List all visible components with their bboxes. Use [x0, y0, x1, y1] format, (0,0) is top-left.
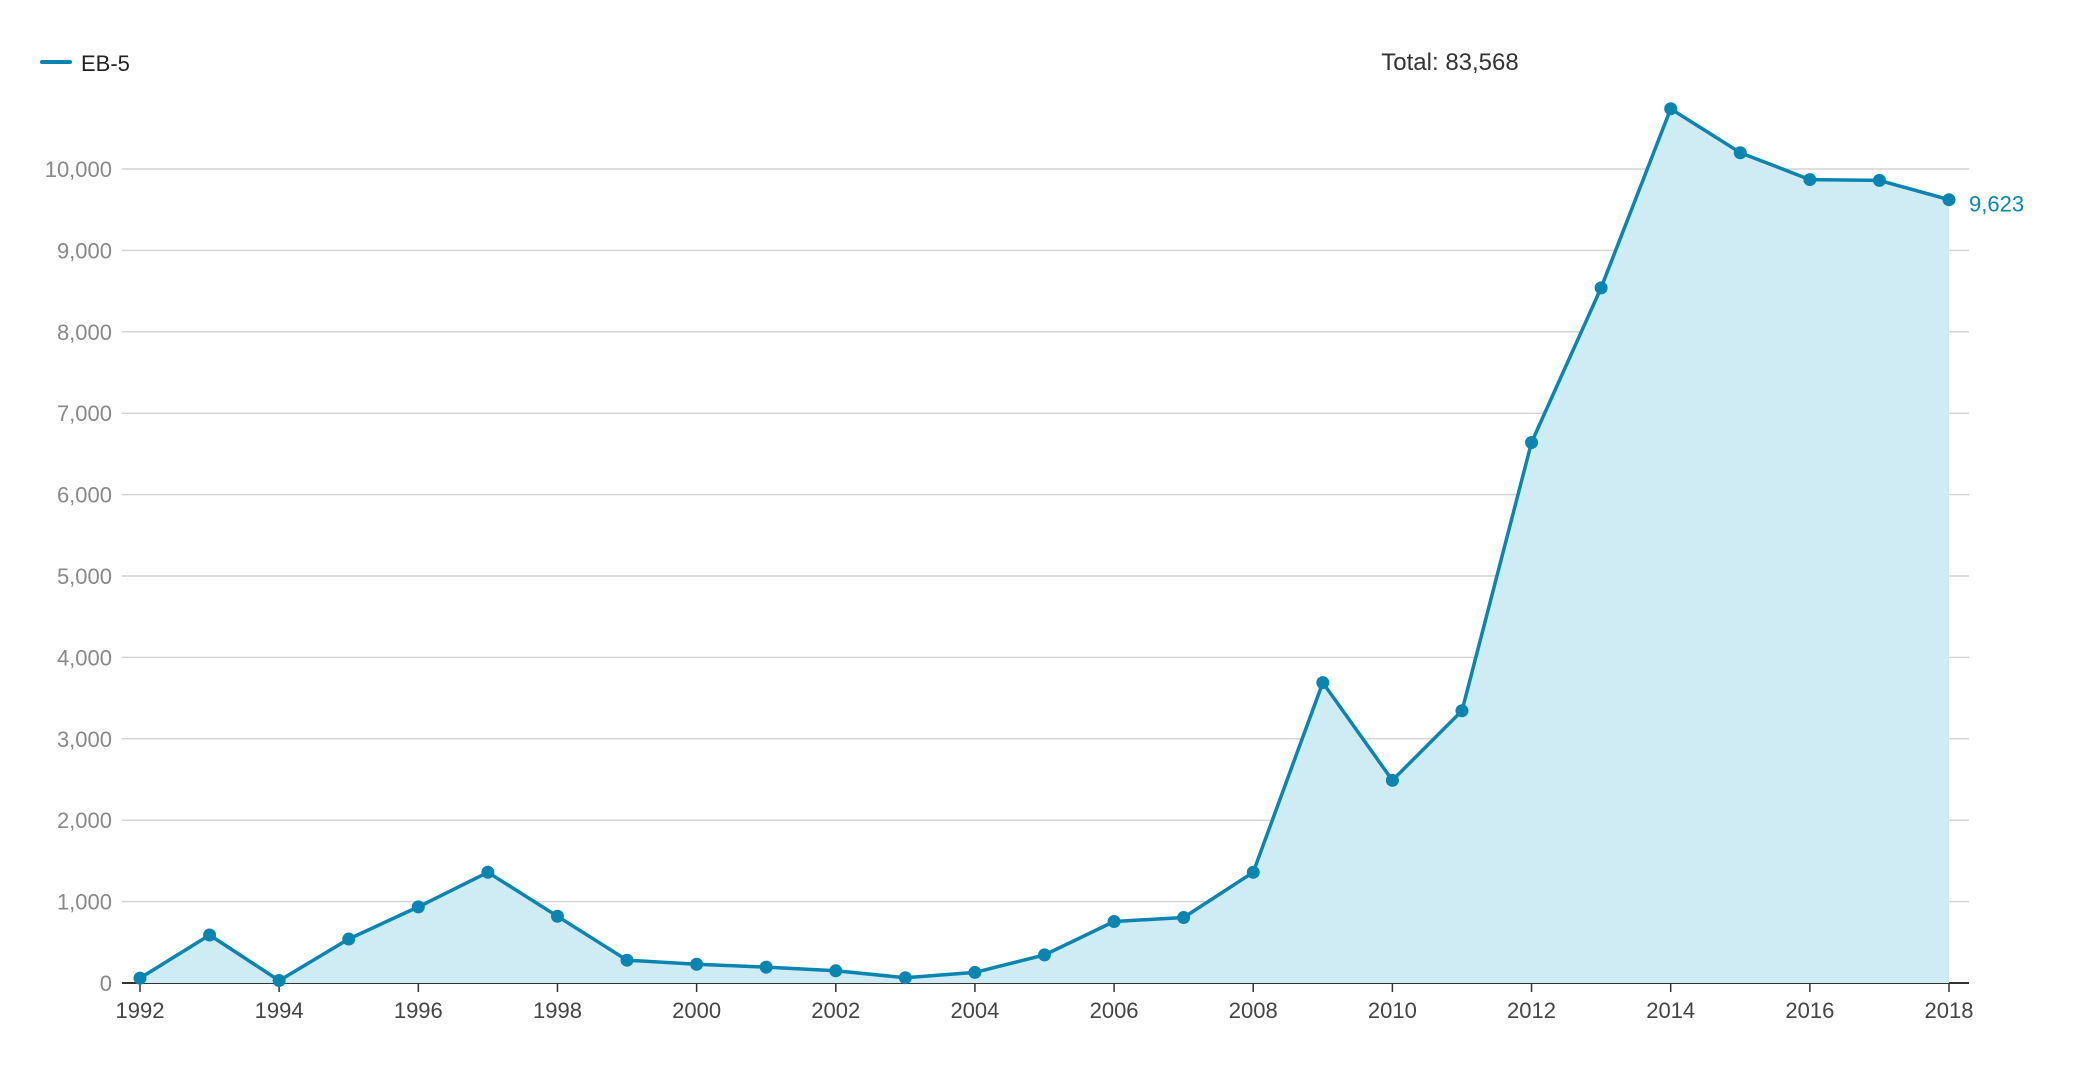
y-tick-label: 3,000 — [57, 727, 112, 752]
y-tick-label: 10,000 — [45, 157, 112, 182]
legend-label[interactable]: EB-5 — [81, 51, 130, 76]
x-tick-label: 2014 — [1646, 998, 1695, 1023]
x-tick-label: 1994 — [255, 998, 304, 1023]
data-point — [898, 971, 912, 985]
data-point — [1385, 773, 1399, 787]
data-point — [1455, 704, 1469, 718]
series-area-fill — [140, 108, 1949, 984]
data-point — [1177, 910, 1191, 924]
x-axis-ticks: 1992 1994 1996 1998 2000 2002 2004 2006 2008 2010… — [116, 983, 1974, 1023]
data-point — [968, 965, 982, 979]
y-tick-label: 9,000 — [57, 238, 112, 263]
x-tick-label: 2000 — [672, 998, 721, 1023]
x-tick-label: 2010 — [1368, 998, 1417, 1023]
x-tick-label: 2006 — [1090, 998, 1139, 1023]
data-point — [620, 953, 634, 967]
x-tick-label: 2016 — [1785, 998, 1834, 1023]
data-point — [1525, 436, 1539, 450]
data-point — [1803, 173, 1817, 187]
data-point — [1038, 948, 1051, 962]
total-label: Total: 83,568 — [1381, 49, 1518, 76]
data-point — [133, 971, 147, 985]
y-tick-label: 6,000 — [57, 483, 112, 508]
data-point — [1733, 146, 1747, 160]
y-tick-label: 0 — [100, 971, 112, 996]
data-point — [1942, 193, 1956, 207]
data-point — [481, 865, 495, 879]
x-tick-label: 2004 — [950, 998, 999, 1023]
data-point — [272, 974, 286, 988]
y-axis-ticks: 0 1,000 2,000 3,000 4,000 5,000 6,000 7,000 8,00… — [45, 157, 112, 996]
x-tick-label: 2018 — [1925, 998, 1974, 1023]
data-point — [203, 928, 217, 942]
end-value-label: 9,623 — [1969, 192, 2024, 217]
data-point — [411, 900, 425, 914]
y-tick-label: 1,000 — [57, 890, 112, 915]
x-tick-label: 2012 — [1507, 998, 1556, 1023]
data-point — [690, 957, 704, 971]
data-point — [1664, 102, 1678, 116]
data-points — [133, 102, 1956, 988]
y-tick-label: 2,000 — [57, 808, 112, 833]
x-tick-label: 1998 — [533, 998, 582, 1023]
data-point — [759, 960, 773, 974]
y-tick-label: 5,000 — [57, 564, 112, 589]
data-point — [1872, 173, 1886, 187]
x-tick-label: 2008 — [1229, 998, 1278, 1023]
data-point — [550, 909, 564, 923]
x-tick-label: 2002 — [811, 998, 860, 1023]
data-point — [829, 964, 843, 978]
data-point — [1107, 915, 1121, 929]
data-point — [1246, 865, 1260, 879]
data-point — [1316, 676, 1330, 690]
y-tick-label: 8,000 — [57, 320, 112, 345]
x-tick-label: 1992 — [116, 998, 165, 1023]
y-tick-label: 4,000 — [57, 645, 112, 670]
data-point — [1594, 281, 1608, 295]
data-point — [342, 932, 356, 946]
y-tick-label: 7,000 — [57, 401, 112, 426]
x-tick-label: 1996 — [394, 998, 443, 1023]
